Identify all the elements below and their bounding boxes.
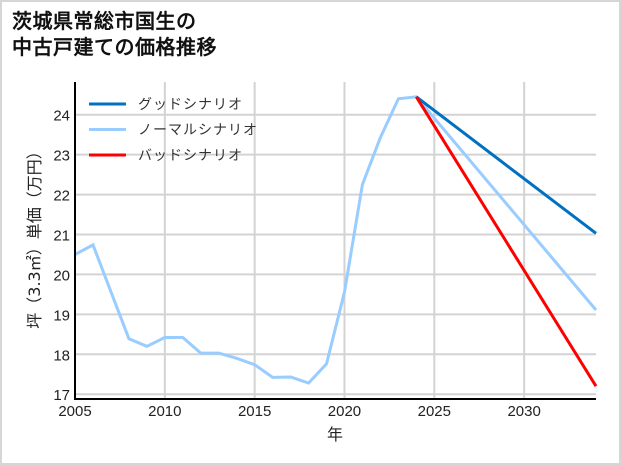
x-tick-label: 2005 xyxy=(58,403,91,420)
y-tick-label: 21 xyxy=(53,228,70,245)
chart-title: 茨城県常総市国生の 中古戸建ての価格推移 xyxy=(12,8,217,60)
x-tick-label: 2010 xyxy=(148,403,181,420)
y-tick-label: 23 xyxy=(53,148,70,165)
axes xyxy=(74,82,596,400)
y-tick-label: 24 xyxy=(53,108,70,125)
series-line xyxy=(74,95,598,385)
y-tick-label: 20 xyxy=(53,267,70,284)
y-tick-label: 17 xyxy=(53,387,70,404)
x-tick-label: 2020 xyxy=(328,403,361,420)
data-series xyxy=(74,95,598,387)
x-tick-label: 2015 xyxy=(238,403,271,420)
series-line xyxy=(415,96,598,387)
x-tick-label: 2025 xyxy=(418,403,451,420)
legend-label: バッドシナリオ xyxy=(138,148,243,164)
y-tick-label: 22 xyxy=(53,188,70,205)
legend-label: グッドシナリオ xyxy=(138,97,243,113)
chart-title-line-1: 茨城県常総市国生の xyxy=(12,9,197,33)
x-tick-label: 2030 xyxy=(507,403,540,420)
y-tick-label: 18 xyxy=(53,347,70,364)
y-tick-label: 19 xyxy=(53,307,70,324)
y-axis-label: 坪（3.3㎡）単価（万円） xyxy=(25,143,44,328)
x-axis-label: 年 xyxy=(327,425,343,444)
tick-labels: 2005 2010 2015 2020 2025 2030 17 18 19 20 21 22 23 24 xyxy=(53,108,541,420)
chart-title-line-2: 中古戸建ての価格推移 xyxy=(12,35,217,59)
legend-label: ノーマルシナリオ xyxy=(138,123,258,139)
series-line xyxy=(415,95,597,235)
